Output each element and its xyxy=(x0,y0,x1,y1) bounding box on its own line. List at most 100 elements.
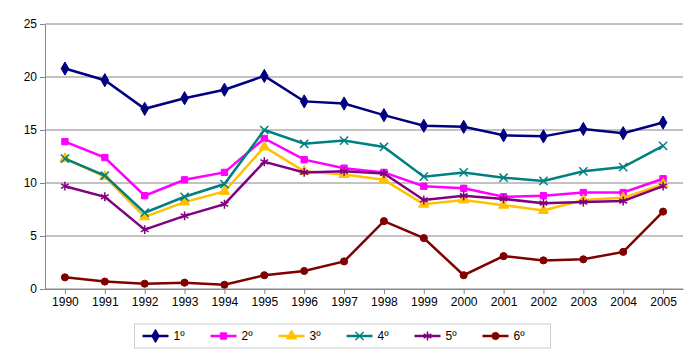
series-marker xyxy=(141,225,149,234)
x-tick-mark xyxy=(424,289,425,294)
series-marker xyxy=(460,168,468,176)
series-marker xyxy=(659,182,667,191)
x-axis-line xyxy=(46,289,684,290)
plot-area xyxy=(60,62,668,288)
y-tick-mark xyxy=(40,236,45,237)
y-tick: 20 xyxy=(24,70,45,84)
y-tick-mark xyxy=(40,77,45,78)
series-marker xyxy=(181,92,189,105)
series-marker xyxy=(460,191,468,200)
series-marker xyxy=(101,278,108,285)
y-tick-label: 5 xyxy=(30,229,37,243)
legend-marker xyxy=(220,333,226,339)
legend-marker xyxy=(492,332,499,339)
series-marker xyxy=(61,155,69,163)
legend-label: 3º xyxy=(310,329,322,343)
x-tick-label: 2005 xyxy=(650,295,677,309)
x-tick: 1998 xyxy=(371,289,398,309)
x-tick: 1991 xyxy=(92,289,119,309)
x-tick-mark xyxy=(145,289,146,294)
x-tick: 1996 xyxy=(291,289,318,309)
x-tick-mark xyxy=(224,289,225,294)
grid-line xyxy=(45,289,683,290)
series-marker xyxy=(420,173,428,181)
legend-frame xyxy=(135,324,551,348)
x-tick-mark xyxy=(264,289,265,294)
series-marker xyxy=(301,157,307,163)
x-tick-label: 1995 xyxy=(251,295,278,309)
legend-marker xyxy=(286,330,296,339)
series-marker xyxy=(380,143,388,151)
legend-marker xyxy=(424,332,432,341)
legend-label: 2º xyxy=(242,329,254,343)
x-tick-mark xyxy=(464,289,465,294)
series-marker xyxy=(580,122,588,135)
x-tick-mark xyxy=(185,289,186,294)
grid-line xyxy=(45,77,683,78)
x-tick-label: 2002 xyxy=(531,295,558,309)
series-marker xyxy=(500,129,508,142)
x-tick: 1990 xyxy=(52,289,79,309)
series-marker xyxy=(540,199,548,208)
series-marker xyxy=(181,279,188,286)
series-marker xyxy=(300,95,308,108)
y-tick-mark xyxy=(40,289,45,290)
series-marker xyxy=(61,62,69,75)
y-tick-mark xyxy=(40,183,45,184)
series-marker xyxy=(380,218,387,225)
series-marker xyxy=(540,257,547,264)
legend-item: 4º xyxy=(347,329,390,343)
series-marker xyxy=(181,211,189,220)
series-marker xyxy=(141,209,149,217)
legend-marker xyxy=(355,332,363,340)
x-tick: 2005 xyxy=(650,289,677,309)
series-marker xyxy=(301,267,308,274)
x-tick: 2000 xyxy=(451,289,478,309)
series-marker xyxy=(460,272,467,279)
x-tick: 2004 xyxy=(610,289,637,309)
legend-item: 2º xyxy=(211,329,254,343)
grid-line xyxy=(45,236,683,237)
series-marker xyxy=(300,168,308,177)
y-tick-mark xyxy=(40,24,45,25)
x-tick-mark xyxy=(105,289,106,294)
series-marker xyxy=(181,177,187,183)
x-tick-label: 2004 xyxy=(610,295,637,309)
series-marker xyxy=(61,274,68,281)
series-marker xyxy=(101,172,109,180)
x-tick: 2003 xyxy=(570,289,597,309)
x-tick: 1999 xyxy=(411,289,438,309)
series-marker xyxy=(540,130,548,143)
series-marker xyxy=(300,140,308,148)
x-tick: 1997 xyxy=(331,289,358,309)
y-tick-label: 10 xyxy=(24,176,38,190)
x-tick-label: 1990 xyxy=(52,295,79,309)
x-tick-mark xyxy=(344,289,345,294)
series-marker xyxy=(420,119,428,132)
series-marker xyxy=(260,157,268,166)
y-tick: 5 xyxy=(30,229,45,243)
series-line xyxy=(65,147,663,217)
x-tick-mark xyxy=(583,289,584,294)
x-tick-mark xyxy=(384,289,385,294)
series-marker xyxy=(579,198,587,207)
legend-item: 5º xyxy=(415,329,458,343)
x-tick-mark xyxy=(543,289,544,294)
series-marker xyxy=(340,167,348,176)
x-tick-label: 1999 xyxy=(411,295,438,309)
series-marker xyxy=(61,182,69,191)
x-tick-label: 1992 xyxy=(132,295,159,309)
legend-item: 3º xyxy=(279,329,322,343)
series-line xyxy=(65,162,663,230)
series-marker xyxy=(539,177,547,185)
y-tick-label: 0 xyxy=(30,282,37,296)
series-marker xyxy=(420,196,428,205)
series-marker xyxy=(62,138,68,144)
series-marker xyxy=(421,183,427,189)
series-marker xyxy=(500,253,507,260)
series-marker xyxy=(499,174,507,182)
legend-label: 6º xyxy=(514,329,526,343)
legend: 1º2º3º4º5º6º xyxy=(135,324,551,348)
series-marker xyxy=(580,256,587,263)
x-tick-mark xyxy=(304,289,305,294)
